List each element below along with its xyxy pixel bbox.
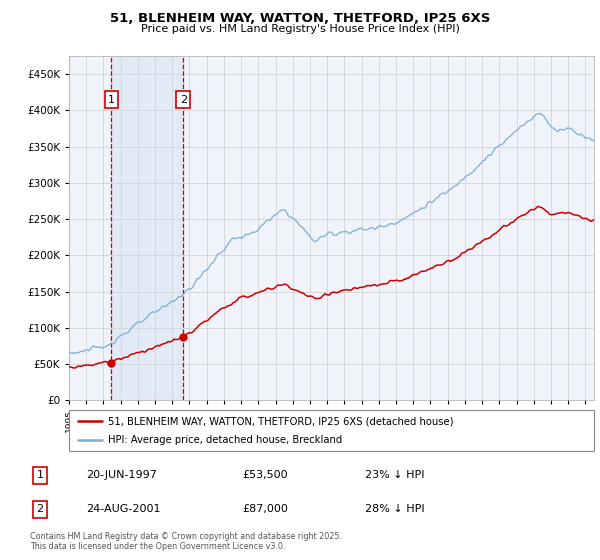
Text: 24-AUG-2001: 24-AUG-2001 (86, 505, 160, 515)
Text: 1: 1 (37, 470, 44, 480)
Text: Contains HM Land Registry data © Crown copyright and database right 2025.
This d: Contains HM Land Registry data © Crown c… (30, 532, 342, 552)
Text: HPI: Average price, detached house, Breckland: HPI: Average price, detached house, Brec… (109, 435, 343, 445)
Text: 51, BLENHEIM WAY, WATTON, THETFORD, IP25 6XS (detached house): 51, BLENHEIM WAY, WATTON, THETFORD, IP25… (109, 417, 454, 426)
Text: £53,500: £53,500 (242, 470, 287, 480)
Text: 20-JUN-1997: 20-JUN-1997 (86, 470, 157, 480)
Text: 2: 2 (180, 95, 187, 105)
Text: 28% ↓ HPI: 28% ↓ HPI (365, 505, 424, 515)
Text: 2: 2 (37, 505, 44, 515)
Text: Price paid vs. HM Land Registry's House Price Index (HPI): Price paid vs. HM Land Registry's House … (140, 24, 460, 34)
Text: £87,000: £87,000 (242, 505, 288, 515)
FancyBboxPatch shape (69, 410, 594, 451)
Text: 23% ↓ HPI: 23% ↓ HPI (365, 470, 424, 480)
Text: 51, BLENHEIM WAY, WATTON, THETFORD, IP25 6XS: 51, BLENHEIM WAY, WATTON, THETFORD, IP25… (110, 12, 490, 25)
Text: 1: 1 (108, 95, 115, 105)
Bar (112, 56, 183, 400)
